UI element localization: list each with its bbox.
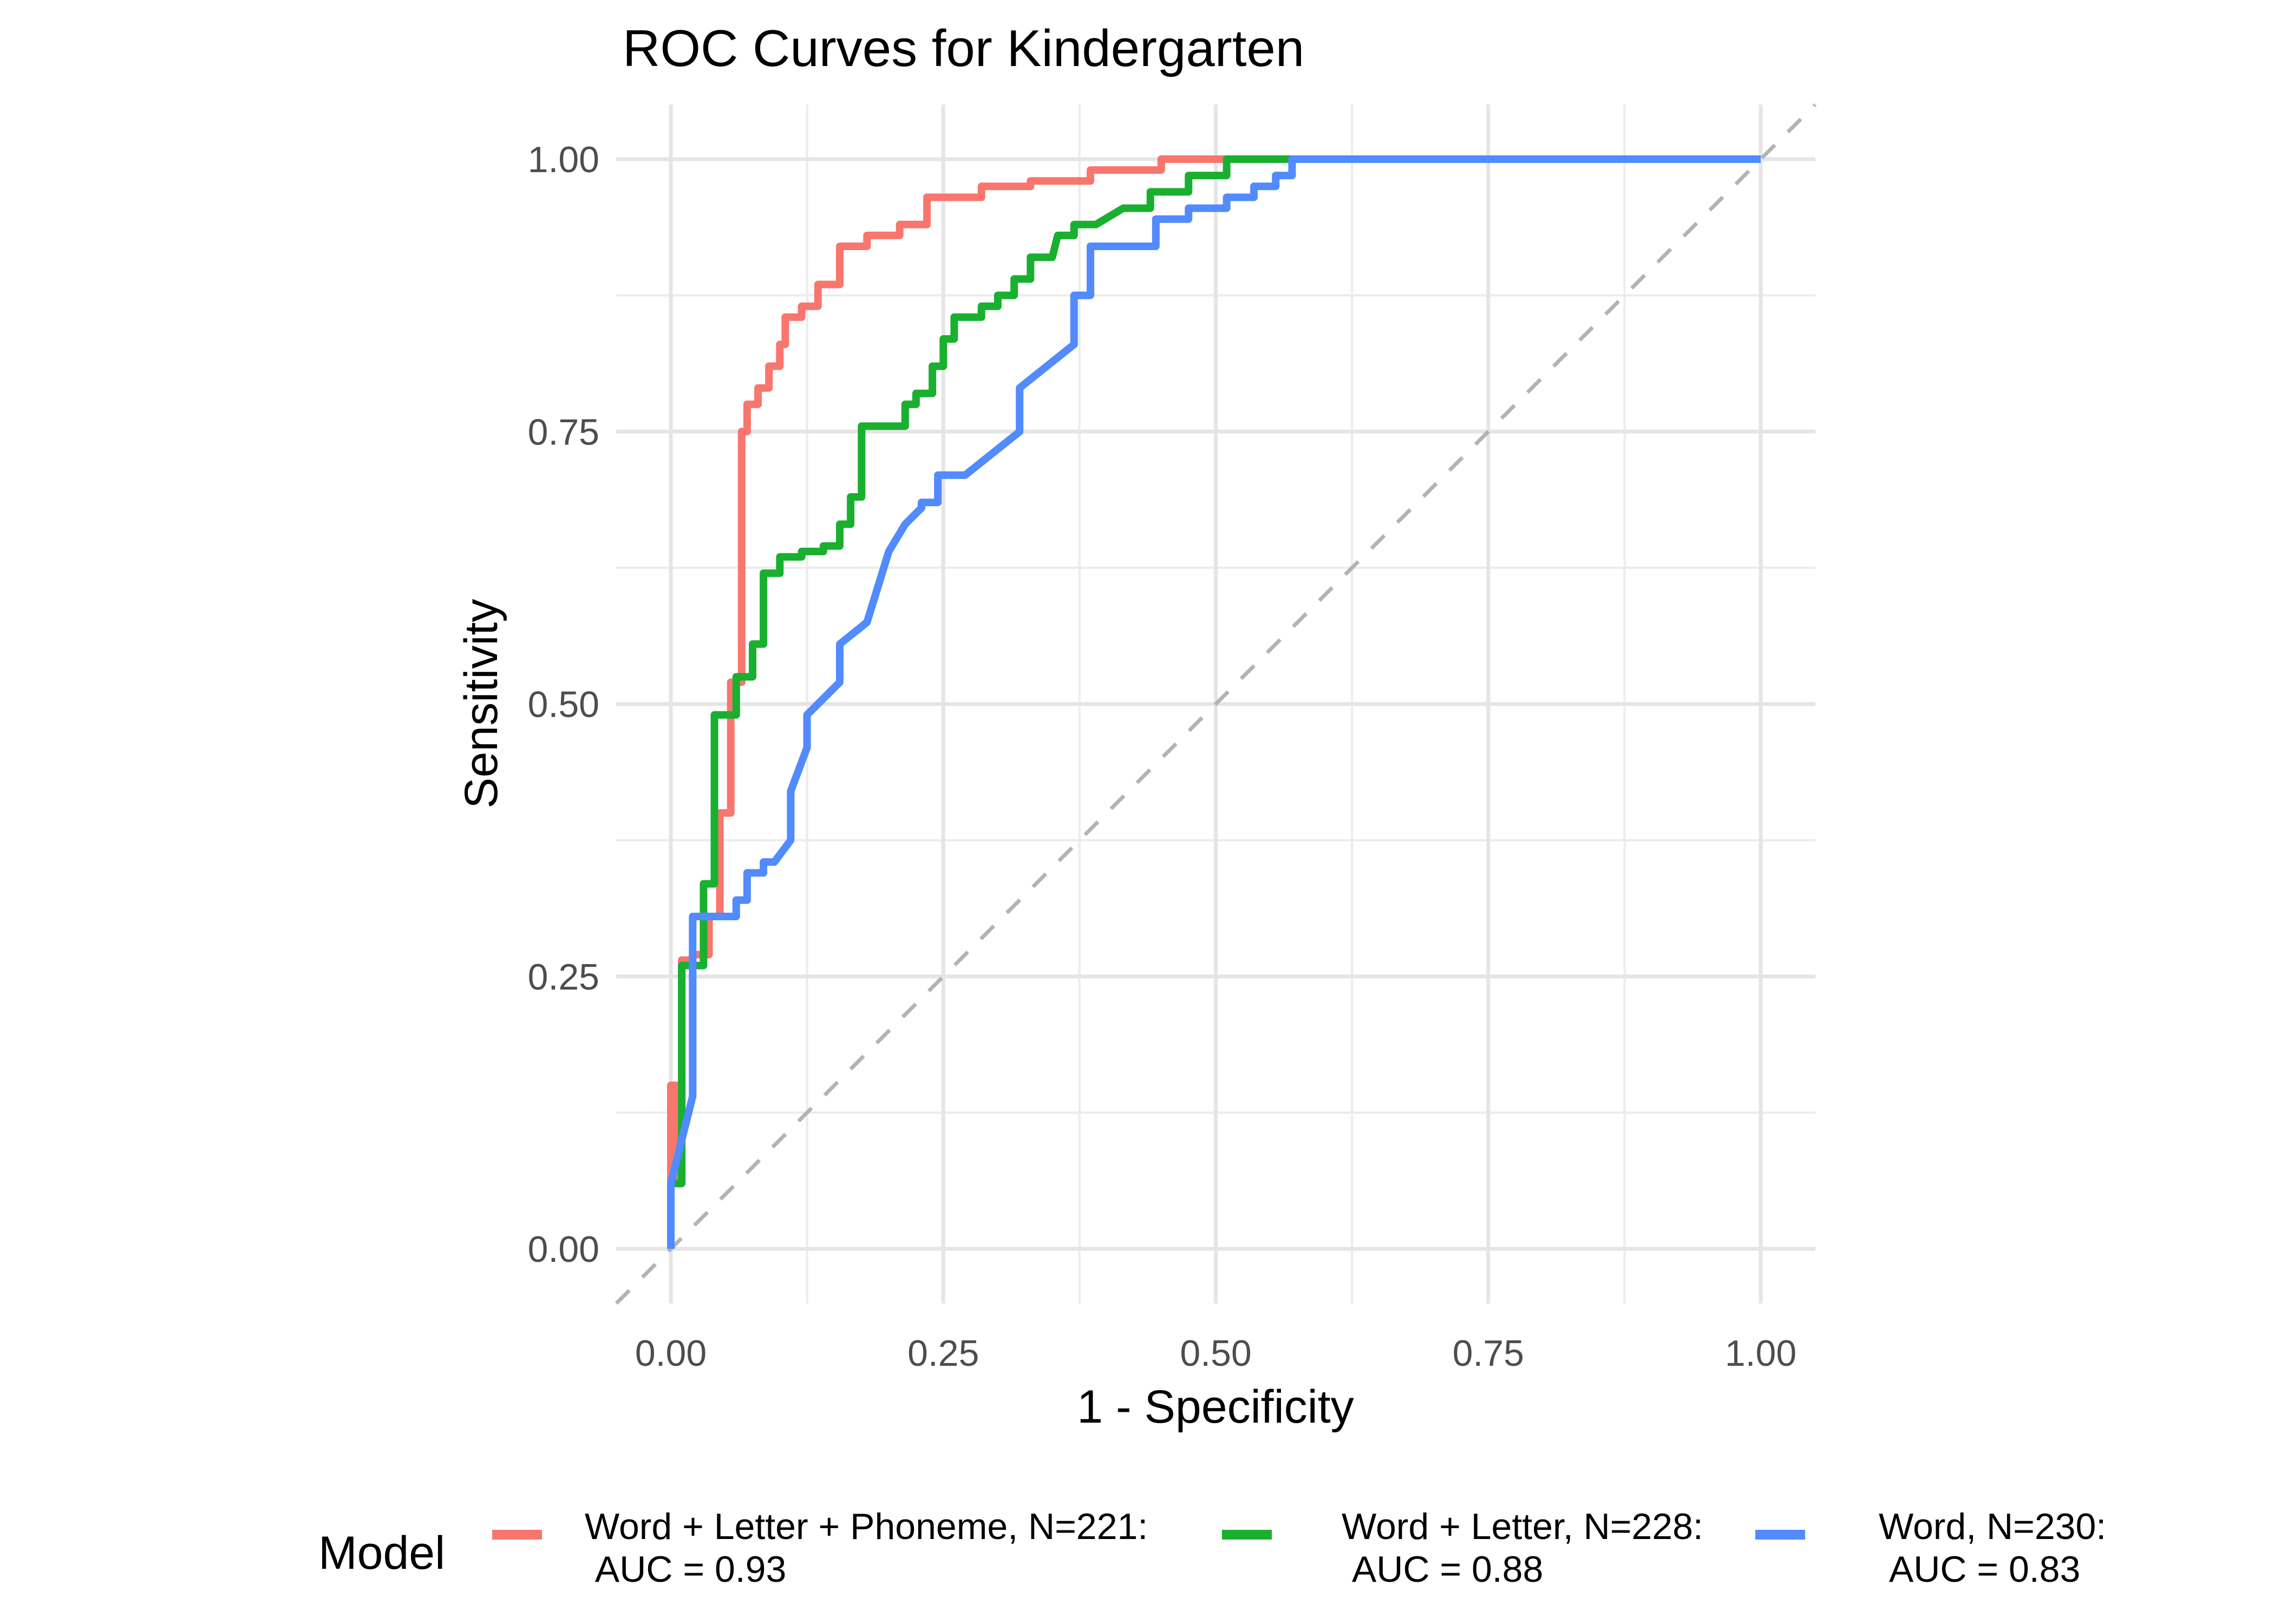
y-axis-title: Sensitivity [455,599,507,808]
y-tick-label: 0.75 [528,411,599,453]
x-tick-label: 0.25 [907,1333,979,1374]
legend-label: Word, N=230: [1879,1506,2106,1547]
y-tick-label: 0.00 [528,1229,599,1270]
roc-curves [667,155,1761,1249]
x-axis-ticks: 0.00 0.25 0.50 0.75 1.00 [635,1333,1796,1374]
y-tick-label: 1.00 [528,139,599,180]
legend-key-swatch [492,1530,542,1540]
legend-label: Word + Letter, N=228: [1342,1506,1703,1547]
legend-auc-label: AUC = 0.88 [1342,1549,1543,1590]
y-axis-ticks: 0.00 0.25 0.50 0.75 1.00 [528,139,599,1270]
y-tick-label: 0.25 [528,957,599,998]
x-tick-label: 1.00 [1725,1333,1796,1374]
legend-auc-label: AUC = 0.93 [585,1549,786,1590]
legend-title: Model [318,1527,445,1579]
legend-auc-label: AUC = 0.83 [1879,1549,2080,1590]
x-axis-title: 1 - Specificity [1077,1381,1354,1433]
legend: Model Word + Letter + Phoneme, N=221: AU… [318,1506,2106,1590]
legend-item-3: Word, N=230: AUC = 0.83 [1755,1506,2106,1590]
reference-diagonal-line [615,103,1817,1305]
legend-key-swatch [1755,1530,1805,1540]
roc-curve-series-2 [667,155,1761,1249]
y-tick-label: 0.50 [528,684,599,725]
x-tick-label: 0.50 [1180,1333,1251,1374]
legend-item-2: Word + Letter, N=228: AUC = 0.88 [1222,1506,1703,1590]
chart-title: ROC Curves for Kindergarten [623,19,1304,77]
legend-label: Word + Letter + Phoneme, N=221: [585,1506,1148,1547]
legend-item-1: Word + Letter + Phoneme, N=221: AUC = 0.… [492,1506,1148,1590]
roc-curve-series-3 [667,155,1761,1249]
x-tick-label: 0.00 [635,1333,707,1374]
legend-key-swatch [1222,1530,1272,1540]
x-tick-label: 0.75 [1453,1333,1524,1374]
